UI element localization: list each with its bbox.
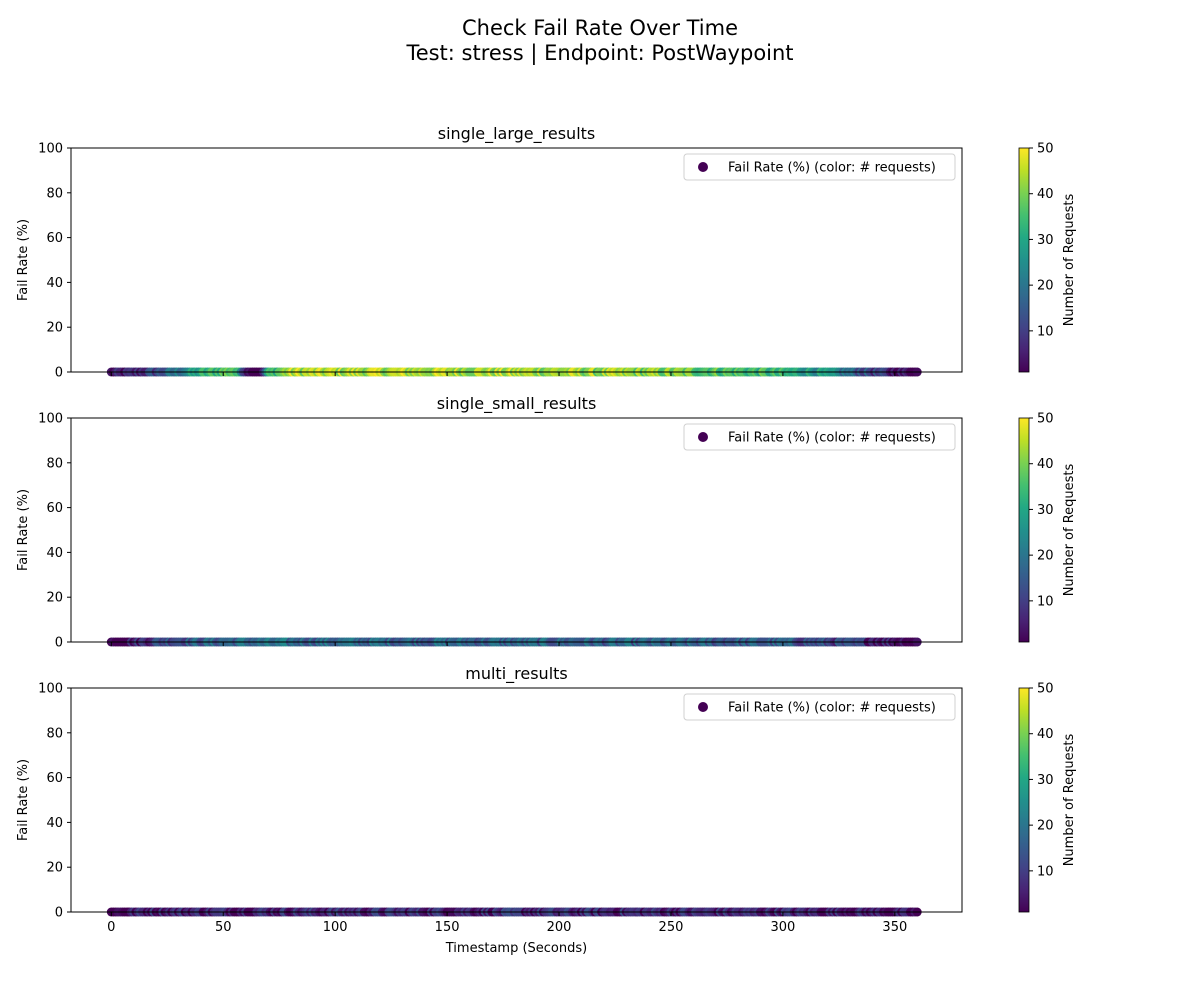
- y-tick-label: 40: [46, 816, 63, 831]
- legend-label: Fail Rate (%) (color: # requests): [728, 701, 936, 716]
- colorbar-tick-label: 20: [1037, 279, 1054, 294]
- y-tick-label: 60: [46, 771, 63, 786]
- scatter-points: [106, 367, 922, 377]
- figure-title: Check Fail Rate Over Time Test: stress |…: [0, 16, 1200, 66]
- y-tick-label: 100: [38, 142, 63, 157]
- colorbar-tick-label: 30: [1037, 233, 1054, 248]
- colorbar-label: Number of Requests: [1062, 733, 1077, 866]
- legend: Fail Rate (%) (color: # requests): [683, 423, 956, 451]
- colorbar-tick-label: 10: [1037, 864, 1054, 879]
- x-tick-label: 150: [435, 920, 460, 935]
- subplot-title: multi_results: [465, 664, 568, 684]
- y-tick-label: 60: [46, 501, 63, 516]
- colorbar-tick-label: 10: [1037, 324, 1054, 339]
- y-tick-label: 0: [55, 636, 63, 651]
- x-tick-label: 250: [659, 920, 684, 935]
- subplot-multi_results: multi_results 0 20 40 60 80 100 0 50 100 150 200 250…: [16, 664, 1077, 956]
- figure-title-line2: Test: stress | Endpoint: PostWaypoint: [406, 41, 794, 65]
- colorbar: 10 20 30 40 50 Number of Requests: [1018, 412, 1077, 643]
- colorbar: 10 20 30 40 50 Number of Requests: [1018, 682, 1077, 913]
- y-tick-label: 20: [46, 861, 63, 876]
- plot-frame: [70, 147, 963, 373]
- legend-marker: [698, 702, 708, 712]
- colorbar-tick-label: 50: [1037, 682, 1054, 697]
- colorbar-tick-label: 40: [1037, 727, 1054, 742]
- legend-box: [683, 153, 956, 181]
- legend-label: Fail Rate (%) (color: # requests): [728, 431, 936, 446]
- x-tick-label: 50: [215, 920, 232, 935]
- y-tick-label: 20: [46, 321, 63, 336]
- x-tick-label: 300: [770, 920, 795, 935]
- subplot-title: single_large_results: [438, 124, 596, 144]
- colorbar-label: Number of Requests: [1062, 463, 1077, 596]
- colorbar: 10 20 30 40 50 Number of Requests: [1018, 142, 1077, 373]
- y-tick-label: 0: [55, 906, 63, 921]
- plot-frame: [70, 687, 963, 913]
- colorbar-tick-label: 10: [1037, 594, 1054, 609]
- y-axis-label: Fail Rate (%): [16, 759, 31, 841]
- colorbar-gradient: [1018, 687, 1030, 913]
- subplot-title: single_small_results: [437, 394, 597, 414]
- x-tick-label: 200: [547, 920, 572, 935]
- legend-label: Fail Rate (%) (color: # requests): [728, 161, 936, 176]
- colorbar-tick-label: 50: [1037, 412, 1054, 427]
- legend-marker: [698, 432, 708, 442]
- legend-box: [683, 423, 956, 451]
- y-tick-label: 40: [46, 546, 63, 561]
- colorbar-tick-label: 40: [1037, 187, 1054, 202]
- colorbar-label: Number of Requests: [1062, 193, 1077, 326]
- colorbar-gradient: [1018, 417, 1030, 643]
- y-tick-label: 40: [46, 276, 63, 291]
- x-tick-label: 0: [107, 920, 115, 935]
- colorbar-tick-label: 20: [1037, 549, 1054, 564]
- subplot-single_small_results: single_small_results 0 20 40 60 80 100 Fail Rat…: [16, 394, 1077, 651]
- legend-marker: [698, 162, 708, 172]
- y-axis-label: Fail Rate (%): [16, 219, 31, 301]
- colorbar-tick-label: 20: [1037, 819, 1054, 834]
- x-tick-label: 100: [323, 920, 348, 935]
- y-tick-label: 0: [55, 366, 63, 381]
- x-tick-label: 350: [882, 920, 907, 935]
- colorbar-tick-label: 30: [1037, 773, 1054, 788]
- y-axis-label: Fail Rate (%): [16, 489, 31, 571]
- y-tick-label: 100: [38, 682, 63, 697]
- y-tick-label: 80: [46, 186, 63, 201]
- colorbar-tick-label: 40: [1037, 457, 1054, 472]
- colorbar-gradient: [1018, 147, 1030, 373]
- y-tick-label: 80: [46, 726, 63, 741]
- subplot-single_large_results: single_large_results 0 20 40 60 80 100 Fail Rat…: [16, 124, 1077, 381]
- legend-box: [683, 693, 956, 721]
- legend: Fail Rate (%) (color: # requests): [683, 153, 956, 181]
- legend: Fail Rate (%) (color: # requests): [683, 693, 956, 721]
- colorbar-tick-label: 50: [1037, 142, 1054, 157]
- plot-frame: [70, 417, 963, 643]
- y-tick-label: 80: [46, 456, 63, 471]
- y-tick-label: 60: [46, 231, 63, 246]
- y-tick-label: 20: [46, 591, 63, 606]
- y-tick-label: 100: [38, 412, 63, 427]
- x-axis-label: Timestamp (Seconds): [445, 941, 587, 956]
- figure-title-line1: Check Fail Rate Over Time: [461, 16, 739, 40]
- colorbar-tick-label: 30: [1037, 503, 1054, 518]
